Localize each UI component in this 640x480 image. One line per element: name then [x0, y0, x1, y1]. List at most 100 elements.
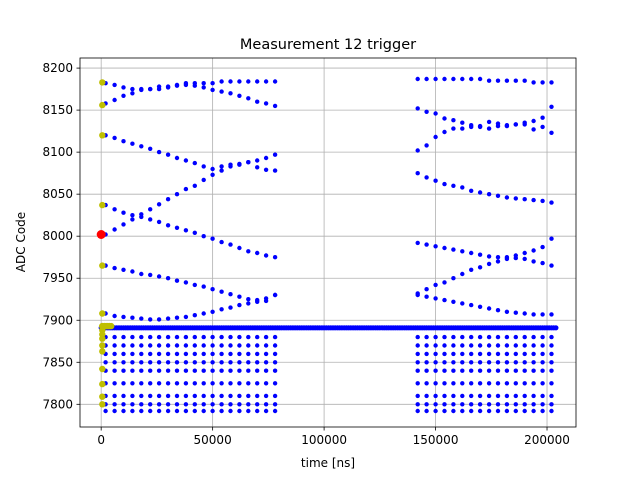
blue-point	[210, 393, 215, 399]
blue-trace-point	[210, 87, 215, 93]
blue-point	[263, 381, 269, 386]
blue-trace-point	[210, 236, 215, 241]
chart-title: Measurement 12 trigger	[240, 37, 416, 53]
blue-trace-point	[121, 314, 126, 320]
blue-trace-point	[121, 139, 126, 144]
blue-trace-point	[121, 85, 126, 90]
blue-point	[477, 368, 483, 373]
blue-point	[237, 393, 242, 399]
blue-trace-point	[246, 301, 251, 306]
blue-point	[460, 343, 465, 348]
blue-trace-point	[255, 299, 260, 304]
blue-point	[460, 402, 465, 407]
blue-point	[130, 360, 135, 365]
blue-point	[165, 334, 171, 340]
blue-point	[201, 393, 206, 399]
blue-point	[192, 381, 197, 386]
blue-point	[219, 334, 224, 340]
blue-point	[255, 360, 260, 365]
blue-trace-point	[442, 280, 447, 285]
blue-point	[121, 360, 126, 365]
blue-point	[121, 334, 126, 340]
blue-point	[549, 368, 554, 373]
blue-point	[130, 408, 135, 414]
blue-trace-point	[460, 185, 465, 190]
blue-trace-point	[192, 230, 197, 235]
blue-point	[451, 343, 456, 348]
blue-point	[263, 351, 269, 357]
blue-point	[433, 334, 438, 340]
blue-trace-point	[495, 193, 501, 198]
blue-trace-point	[442, 116, 447, 121]
blue-trace-point	[549, 236, 554, 241]
blue-trace-point	[130, 217, 135, 222]
blue-trace-point	[495, 78, 501, 83]
blue-point	[433, 393, 438, 399]
blue-point	[255, 368, 260, 373]
blue-trace-point	[531, 259, 536, 264]
blue-trace-point	[112, 82, 117, 88]
blue-trace-point	[210, 166, 215, 172]
blue-point	[460, 368, 465, 373]
blue-point	[201, 408, 206, 414]
y-tick-label: 8050	[42, 187, 73, 201]
blue-trace-point	[237, 93, 242, 99]
blue-point	[415, 334, 420, 340]
y-tick-label: 8000	[42, 229, 73, 243]
blue-point	[433, 408, 438, 414]
blue-point	[174, 334, 180, 340]
blue-trace-point	[451, 247, 456, 252]
blue-trace-point	[486, 126, 492, 131]
blue-point	[522, 343, 527, 348]
blue-point	[121, 351, 126, 357]
blue-point	[219, 351, 224, 357]
blue-trace-point	[513, 196, 518, 201]
blue-point	[415, 393, 420, 399]
blue-point	[237, 408, 242, 414]
blue-point	[549, 360, 554, 365]
y-tick-label: 7800	[42, 397, 73, 411]
blue-point	[228, 334, 233, 340]
blue-point	[477, 334, 483, 340]
blue-point	[433, 343, 438, 348]
blue-point	[255, 393, 260, 399]
blue-point	[513, 368, 518, 373]
blue-point	[531, 368, 536, 373]
blue-point	[424, 343, 429, 348]
blue-point	[486, 360, 492, 365]
olive-point	[106, 322, 113, 330]
blue-trace-point	[228, 164, 233, 169]
blue-point	[246, 402, 251, 407]
blue-point	[210, 381, 215, 386]
blue-trace-point	[148, 217, 153, 222]
blue-trace-point	[192, 183, 197, 188]
blue-trace-point	[174, 225, 180, 230]
blue-trace-point	[263, 155, 269, 161]
blue-trace-point	[442, 129, 447, 135]
blue-point	[255, 408, 260, 414]
blue-trace-point	[460, 271, 465, 277]
y-tick-label: 7850	[42, 355, 73, 369]
blue-point	[156, 402, 162, 407]
blue-point	[451, 368, 456, 373]
blue-point	[139, 402, 144, 407]
blue-point	[210, 408, 215, 414]
blue-point	[130, 343, 135, 348]
blue-point	[165, 393, 171, 399]
blue-trace-point	[469, 188, 474, 193]
blue-trace-point	[201, 311, 206, 316]
blue-trace-point	[148, 207, 153, 212]
blue-point	[139, 334, 144, 340]
blue-trace-point	[174, 192, 180, 197]
blue-point	[148, 408, 153, 414]
blue-point	[531, 351, 536, 357]
blue-point	[549, 393, 554, 399]
blue-point	[201, 381, 206, 386]
blue-point	[469, 343, 474, 348]
blue-point	[442, 360, 447, 365]
blue-point	[219, 381, 224, 386]
blue-trace-point	[415, 148, 420, 153]
blue-point	[272, 334, 278, 340]
blue-trace-point	[522, 120, 527, 125]
blue-trace-point	[451, 183, 456, 188]
